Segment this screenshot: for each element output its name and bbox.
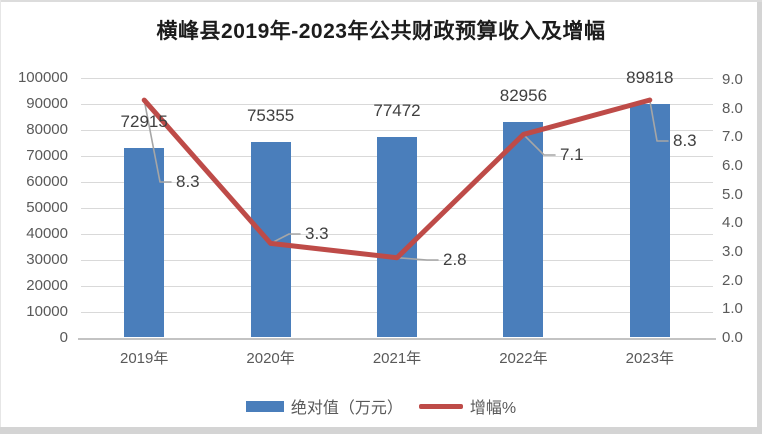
right-axis-tick-label: 3.0 [722, 243, 743, 260]
frame-border-top [0, 0, 762, 2]
right-axis-tick-label: 9.0 [722, 71, 743, 88]
x-axis-label: 2020年 [246, 350, 295, 367]
bar-value-label: 77472 [373, 100, 421, 120]
leader-line [396, 256, 439, 261]
legend-item-absolute-value: 绝对值（万元） [245, 394, 403, 418]
left-axis-tick-label: 0 [59, 329, 68, 346]
growth-line [141, 97, 653, 261]
revenue-bar [629, 104, 670, 337]
growth-value-label: 8.3 [176, 172, 200, 191]
left-axis-tick-label: 80000 [26, 121, 68, 138]
revenue-bar [503, 122, 544, 337]
right-axis-tick-label: 5.0 [722, 185, 743, 203]
left-axis-tick-label: 10000 [26, 303, 68, 320]
gridline [81, 78, 713, 79]
legend: 绝对值（万元） 增幅% [0, 394, 762, 418]
right-axis-tick-label: 2.0 [722, 271, 743, 289]
right-axis-tick-label: 4.0 [722, 214, 743, 232]
x-axis-line [78, 337, 716, 340]
revenue-bar [250, 142, 291, 337]
revenue-bar [377, 136, 417, 337]
left-axis-tick-label: 20000 [26, 277, 68, 294]
leader-line [522, 133, 556, 156]
leader-line [143, 99, 172, 183]
left-axis-tick-label: 30000 [26, 251, 68, 268]
chart-title: 横峰县2019年-2023年公共财政预算收入及增幅 [156, 20, 606, 43]
bar-value-label: 82956 [499, 86, 548, 106]
gridline [81, 104, 713, 105]
x-axis-label: 2019年 [120, 350, 169, 367]
x-axis-label: 2022年 [499, 350, 548, 367]
right-axis-tick-label: 6.0 [722, 157, 743, 174]
left-axis-tick-label: 100000 [17, 69, 68, 86]
legend-bar-swatch [245, 400, 284, 412]
right-axis-tick-label: 8.0 [722, 99, 743, 117]
legend-line-swatch [418, 403, 463, 409]
x-axis-label: 2021年 [372, 350, 422, 367]
left-axis-tick-label: 70000 [26, 147, 68, 164]
frame-shadow-bottom [0, 427, 762, 434]
bar-value-label: 89818 [626, 68, 674, 88]
growth-value-label: 2.8 [443, 250, 467, 269]
left-axis-tick-label: 50000 [26, 199, 68, 216]
growth-value-label: 8.3 [673, 131, 697, 150]
revenue-bar [124, 148, 165, 337]
legend-item-growth: 增幅% [418, 394, 517, 418]
frame-shadow-right [757, 2, 762, 434]
x-axis-label: 2023年 [625, 350, 674, 367]
growth-value-label: 3.3 [305, 224, 329, 243]
frame-border-left [0, 0, 1, 434]
growth-value-label: 7.1 [560, 145, 584, 164]
leader-line [269, 233, 301, 245]
right-axis-tick-label: 0.0 [722, 329, 743, 346]
left-axis-tick-label: 60000 [26, 173, 68, 190]
legend-label: 增幅% [469, 400, 517, 417]
bar-value-label: 75355 [246, 106, 295, 126]
left-axis-tick-label: 40000 [26, 225, 68, 242]
right-axis-tick-label: 1.0 [722, 300, 743, 318]
legend-label: 绝对值（万元） [290, 400, 403, 417]
left-axis-tick-label: 90000 [26, 95, 68, 112]
bar-value-label: 72915 [120, 112, 168, 132]
leader-line [648, 99, 669, 142]
right-axis-tick-label: 7.0 [722, 128, 743, 146]
gridline [81, 130, 713, 131]
